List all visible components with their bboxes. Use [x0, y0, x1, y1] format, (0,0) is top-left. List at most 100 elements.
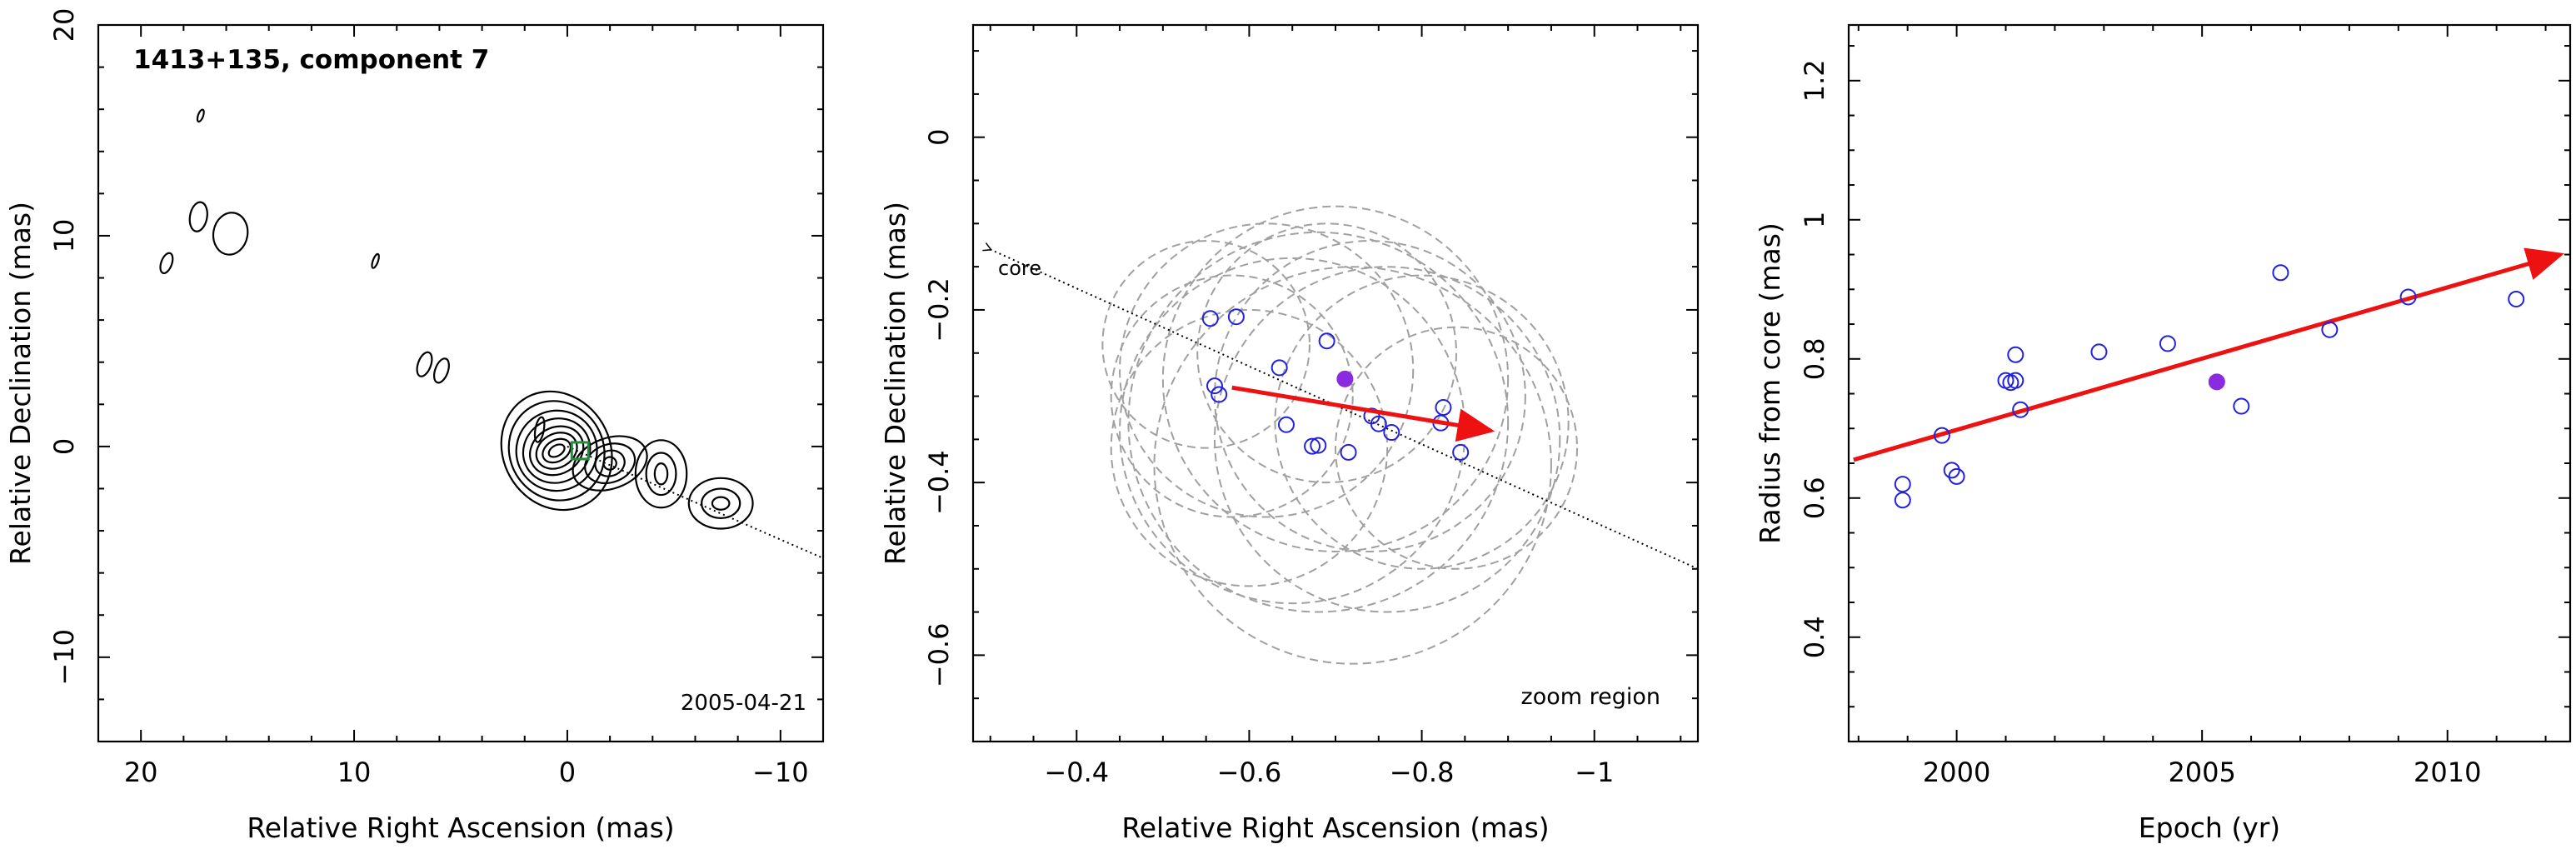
map-ytick-label: 10: [48, 219, 80, 253]
epoch-point: [2159, 335, 2176, 352]
position-point: [1277, 416, 1295, 433]
zoom-x-axis-label: Relative Right Ascension (mas): [1121, 812, 1549, 844]
contour-line: [687, 477, 754, 530]
beam-circle: [1119, 222, 1415, 518]
radius-ytick-label: 1: [1799, 212, 1830, 228]
contour-line: [196, 108, 205, 123]
position-point: [1206, 377, 1223, 395]
component-marker: [570, 441, 590, 461]
position-point: [1340, 443, 1357, 461]
zoom-xtick-label: −0.6: [1217, 757, 1282, 788]
contour-line: [529, 425, 585, 477]
contour-line: [188, 201, 208, 232]
zoom-ticks: −0.4 −0.6 −0.8 −1 0 −0.2 −0.4 −0.6: [923, 25, 1698, 788]
beam-circle: [1274, 274, 1570, 570]
zoom-plot-area: [991, 205, 1698, 665]
beam-circle: [1119, 257, 1466, 605]
beam-circle: [1161, 205, 1510, 552]
radius-plot-area: [1853, 247, 2565, 509]
epoch-point: [1933, 427, 1950, 444]
zoom-xtick-label: −0.4: [1044, 757, 1109, 788]
contour-line: [645, 452, 677, 497]
epoch-point: [2012, 401, 2029, 418]
radius-xtick-label: 2000: [1923, 757, 1990, 788]
contour-line: [515, 409, 598, 492]
beam-circle: [1127, 231, 1510, 613]
zoom-ytick-label: −0.6: [923, 623, 955, 688]
contour-line: [371, 252, 380, 269]
position-point: [1370, 415, 1387, 432]
contour-line: [634, 439, 688, 509]
contour-line: [711, 496, 731, 511]
zoom-frame: [971, 23, 1700, 743]
zoom-xtick-label: −1: [1575, 757, 1614, 788]
zoom-region-panel: −0.4 −0.6 −0.8 −1 0 −0.2 −0.4 −0.6 core zoom re…: [879, 23, 1700, 844]
contour-line: [212, 212, 249, 256]
beam-circle: [1110, 274, 1354, 518]
contour-line: [416, 351, 433, 377]
map-xtick-label: 0: [559, 757, 576, 788]
map-xtick-label: −10: [752, 757, 809, 788]
zoom-xtick-label: −0.8: [1390, 757, 1455, 788]
position-point: [1383, 424, 1400, 442]
map-date-label: 2005-04-21: [681, 691, 806, 716]
epoch-point: [2399, 288, 2417, 306]
epoch-point: [2508, 290, 2525, 307]
epoch-point: [1948, 467, 1965, 485]
map-xtick-label: 10: [337, 757, 372, 788]
epoch-point: [1894, 476, 1911, 493]
position-point: [1227, 308, 1245, 326]
contour-plot-area: [159, 108, 823, 559]
radius-xtick-label: 2005: [2168, 757, 2235, 788]
beam-circle: [1110, 308, 1389, 587]
zoom-ytick-label: 0: [923, 129, 955, 146]
contour-line: [701, 487, 741, 519]
core-direction-line: [991, 249, 1698, 570]
position-point: [1318, 332, 1335, 350]
map-xtick-label: 20: [124, 757, 158, 788]
epoch-point: [2090, 343, 2108, 361]
core-annotation: core: [998, 257, 1041, 280]
radius-ytick-label: 1.2: [1799, 59, 1830, 102]
radius-x-axis-label: Epoch (yr): [2139, 812, 2280, 844]
beam-circle: [1101, 240, 1310, 449]
contour-line: [572, 435, 648, 492]
contour-line: [542, 437, 572, 464]
zoom-ytick-label: −0.2: [923, 277, 955, 342]
contour-line: [547, 443, 566, 458]
contour-line: [500, 390, 613, 512]
position-point: [1310, 437, 1327, 454]
contour-line: [535, 432, 578, 470]
map-ytick-label: −10: [48, 629, 80, 686]
contour-line: [653, 462, 669, 486]
contour-line: [432, 357, 450, 384]
position-point: [1435, 399, 1452, 417]
contour-line: [584, 442, 637, 485]
contour-line: [507, 400, 606, 502]
contour-line: [594, 449, 626, 477]
map-ytick-label: 0: [48, 438, 80, 455]
radius-frame: [1847, 23, 2572, 743]
epoch-point: [2233, 397, 2250, 415]
beam-circle: [1214, 240, 1526, 552]
contour-line: [522, 417, 592, 484]
epoch-point: [2007, 372, 2024, 389]
position-point: [1304, 437, 1321, 455]
map-x-axis-label: Relative Right Ascension (mas): [247, 812, 674, 844]
map-y-axis-label: Relative Declination (mas): [4, 202, 37, 565]
map-ytick-label: 20: [48, 8, 80, 42]
highlight-point: [2208, 373, 2225, 391]
contour-map-ticks: 20 10 0 −10 20 10 0 −10: [48, 8, 824, 788]
contour-map-frame: [97, 23, 825, 743]
position-point: [1452, 443, 1470, 461]
highlight-point: [1336, 370, 1354, 387]
radius-ytick-label: 0.8: [1799, 337, 1830, 380]
epoch-point: [2007, 346, 2024, 363]
zoom-ytick-label: −0.4: [923, 450, 955, 515]
core-direction-line: [567, 445, 823, 559]
radius-ytick-label: 0.6: [1799, 477, 1830, 519]
radius-epoch-panel: 2000 2005 2010 0.4 0.6 0.8 1 1.2 Epoch (yr) Rad…: [1754, 23, 2572, 844]
radius-ytick-label: 0.4: [1799, 616, 1830, 658]
epoch-point: [2272, 264, 2289, 282]
